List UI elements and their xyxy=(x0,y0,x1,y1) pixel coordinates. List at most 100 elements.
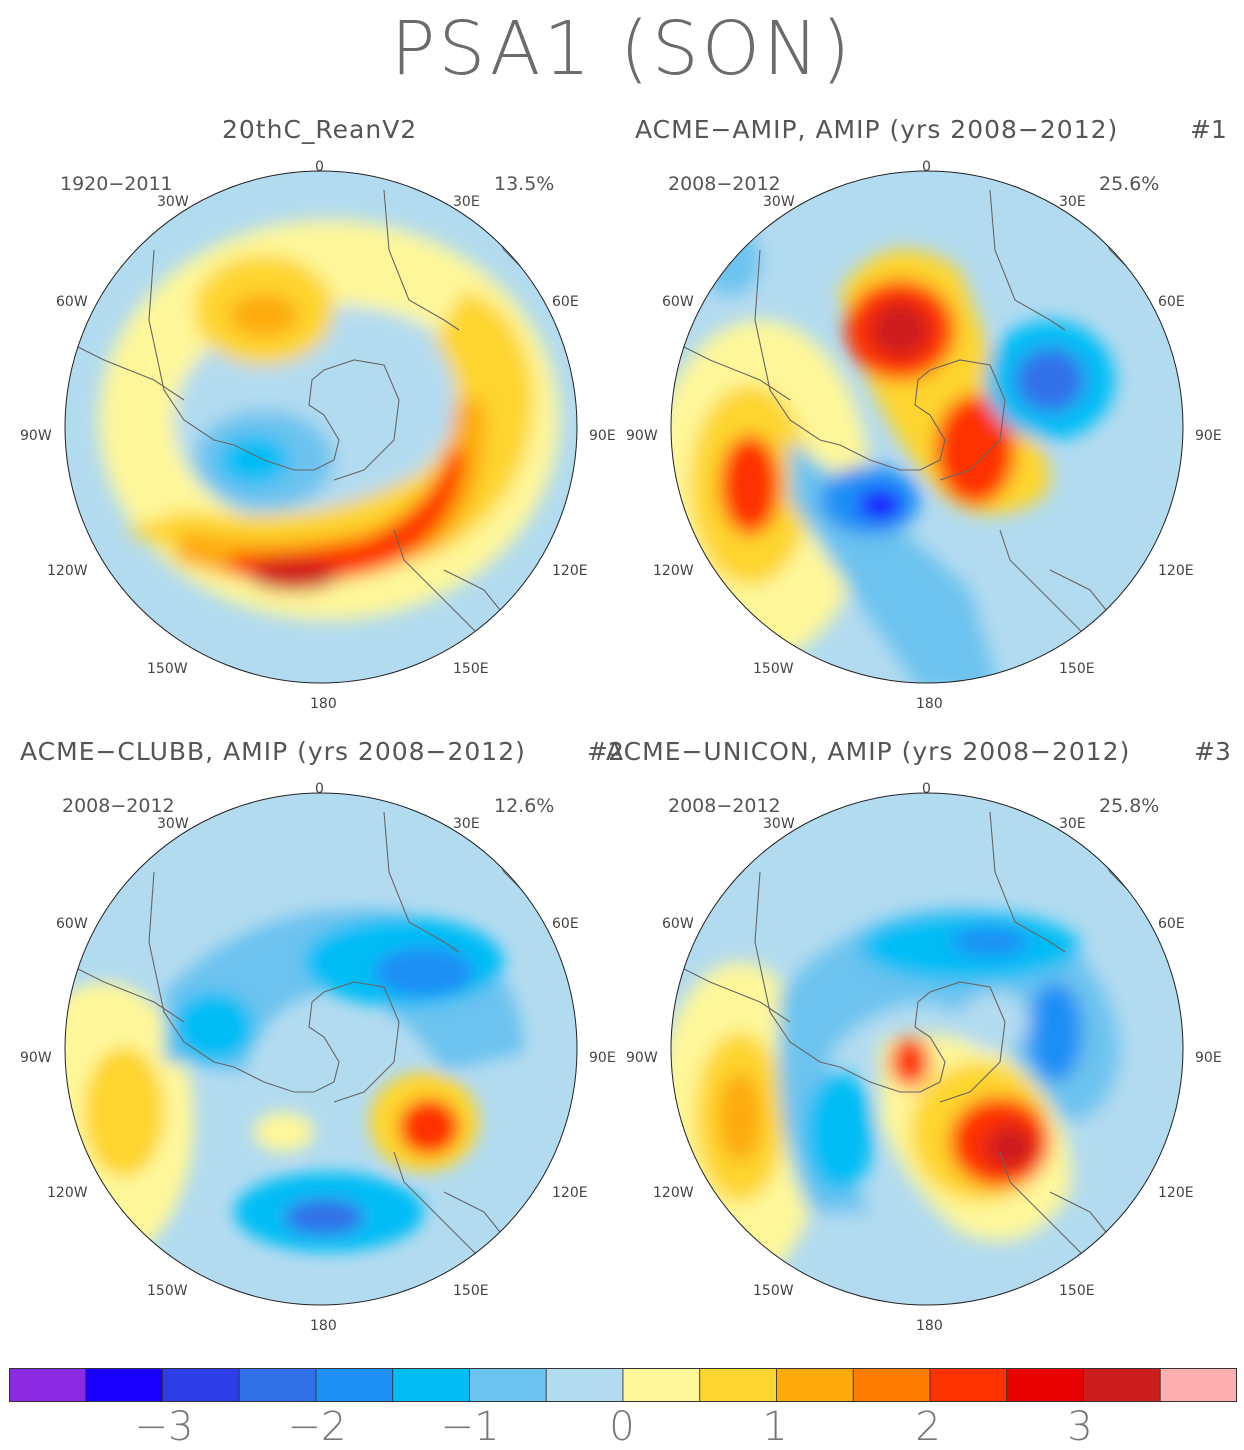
south-negative-core xyxy=(284,1199,364,1235)
lon-label-90e: 90E xyxy=(1195,1050,1222,1066)
lon-label-60e: 60E xyxy=(1158,916,1185,932)
years-label: 2008−2012 xyxy=(62,795,175,817)
colorbar-box xyxy=(852,1368,931,1402)
west-positive-core xyxy=(718,1072,762,1162)
east-positive-core xyxy=(399,1099,459,1155)
lon-label-30e: 30E xyxy=(1059,194,1086,210)
lon-label-90w: 90W xyxy=(626,428,658,444)
lon-label-150w: 150W xyxy=(147,661,188,677)
colorbar-label-minus2: −2 xyxy=(287,1404,347,1450)
variance-percent: 12.6% xyxy=(494,795,555,817)
positive-max xyxy=(249,559,339,591)
colorbar-box xyxy=(1159,1368,1237,1402)
lon-label-150e: 150E xyxy=(1059,1283,1095,1299)
lon-label-120e: 120E xyxy=(1158,563,1194,579)
panel-acme-unicon: ACME−UNICON, AMIP (yrs 2008−2012) #3 200… xyxy=(606,737,1231,1357)
lon-label-150w: 150W xyxy=(147,1283,188,1299)
lon-label-150e: 150E xyxy=(453,661,489,677)
colorbar-label-minus1: −1 xyxy=(440,1404,500,1450)
negative-band-core xyxy=(858,490,902,520)
sw-negative xyxy=(805,1072,875,1192)
colorbar-box xyxy=(1006,1368,1084,1402)
map-boundary xyxy=(670,792,1184,1306)
figure-title: PSA1 (SON) xyxy=(390,6,854,92)
nw-negative xyxy=(700,225,760,295)
lon-label-120w: 120W xyxy=(47,1185,88,1201)
colorbar-label-3: 3 xyxy=(1067,1404,1093,1450)
map-boundary xyxy=(64,792,578,1306)
center-positive xyxy=(254,1112,314,1152)
positive-north-core xyxy=(870,302,930,358)
colorbar-box xyxy=(1083,1368,1161,1402)
lon-label-180: 180 xyxy=(916,1318,943,1334)
variance-percent: 25.8% xyxy=(1099,795,1160,817)
lon-label-30e: 30E xyxy=(1059,816,1086,832)
panel-title: ACME−CLUBB, AMIP (yrs 2008−2012) xyxy=(20,737,526,766)
coastlines xyxy=(65,811,545,1293)
west-positive-core xyxy=(720,435,780,535)
colorbar-box xyxy=(622,1368,701,1402)
lon-label-120w: 120W xyxy=(653,563,694,579)
panel-20thc-reanv2: 20thC_ReanV2 1920−2011 13.5% 0 30W 30E 6… xyxy=(0,115,622,735)
west-positive-mid xyxy=(84,1047,164,1177)
lon-label-150e: 150E xyxy=(1059,661,1095,677)
colorbar-box xyxy=(315,1368,394,1402)
colorbar-label-1: 1 xyxy=(762,1404,788,1450)
panel-title: ACME−AMIP, AMIP (yrs 2008−2012) xyxy=(635,115,1119,144)
colorbar-box xyxy=(85,1368,163,1402)
lon-label-150w: 150W xyxy=(753,661,794,677)
lon-label-60e: 60E xyxy=(1158,294,1185,310)
lon-label-60e: 60E xyxy=(552,294,579,310)
lon-label-30w: 30W xyxy=(157,194,189,210)
colorbar-box xyxy=(392,1368,470,1402)
lon-label-90w: 90W xyxy=(626,1050,658,1066)
map-boundary xyxy=(64,170,578,684)
lon-label-90e: 90E xyxy=(589,428,616,444)
colorbar-box xyxy=(238,1368,317,1402)
panel-number: #1 xyxy=(1190,115,1227,144)
lon-label-180: 180 xyxy=(310,1318,337,1334)
polar-map xyxy=(64,170,578,684)
panel-number: #2 xyxy=(587,737,624,766)
years-label: 1920−2011 xyxy=(60,173,173,195)
panel-title: ACME−UNICON, AMIP (yrs 2008−2012) xyxy=(606,737,1131,766)
lon-label-60w: 60W xyxy=(56,294,88,310)
lon-label-60w: 60W xyxy=(662,294,694,310)
negative-core xyxy=(219,435,289,485)
positive-north xyxy=(890,1037,930,1087)
colorbar-frame xyxy=(9,1368,1237,1402)
colorbar-label-0: 0 xyxy=(609,1404,635,1450)
variance-percent: 25.6% xyxy=(1099,173,1160,195)
lon-label-60w: 60W xyxy=(56,916,88,932)
lon-label-60e: 60E xyxy=(552,916,579,932)
polar-map xyxy=(64,792,578,1306)
colorbar-box xyxy=(776,1368,854,1402)
lon-label-120w: 120W xyxy=(47,563,88,579)
lon-label-120e: 120E xyxy=(552,563,588,579)
colorbar xyxy=(9,1368,1237,1402)
colorbar-box xyxy=(699,1368,777,1402)
lon-label-90w: 90W xyxy=(20,428,52,444)
panel-number: #3 xyxy=(1194,737,1231,766)
polar-map xyxy=(670,792,1184,1306)
negative-arc xyxy=(778,908,1120,1212)
positive-peak xyxy=(224,450,464,582)
lon-label-120w: 120W xyxy=(653,1185,694,1201)
lon-label-0: 0 xyxy=(315,781,324,797)
colorbar-box xyxy=(9,1368,87,1402)
lon-label-30w: 30W xyxy=(763,194,795,210)
lon-label-150w: 150W xyxy=(753,1283,794,1299)
lon-label-180: 180 xyxy=(310,696,337,712)
lon-label-90e: 90E xyxy=(1195,428,1222,444)
lon-label-180: 180 xyxy=(916,696,943,712)
positive-center xyxy=(935,395,1015,505)
map-boundary xyxy=(670,170,1184,684)
lon-label-30e: 30E xyxy=(453,194,480,210)
negative-arc-core xyxy=(374,947,474,997)
lon-label-0: 0 xyxy=(922,781,931,797)
colorbar-label-minus3: −3 xyxy=(134,1404,194,1450)
negative-arc-core xyxy=(950,927,1030,957)
years-label: 2008−2012 xyxy=(668,795,781,817)
colorbar-label-2: 2 xyxy=(915,1404,941,1450)
colorbar-box xyxy=(929,1368,1008,1402)
